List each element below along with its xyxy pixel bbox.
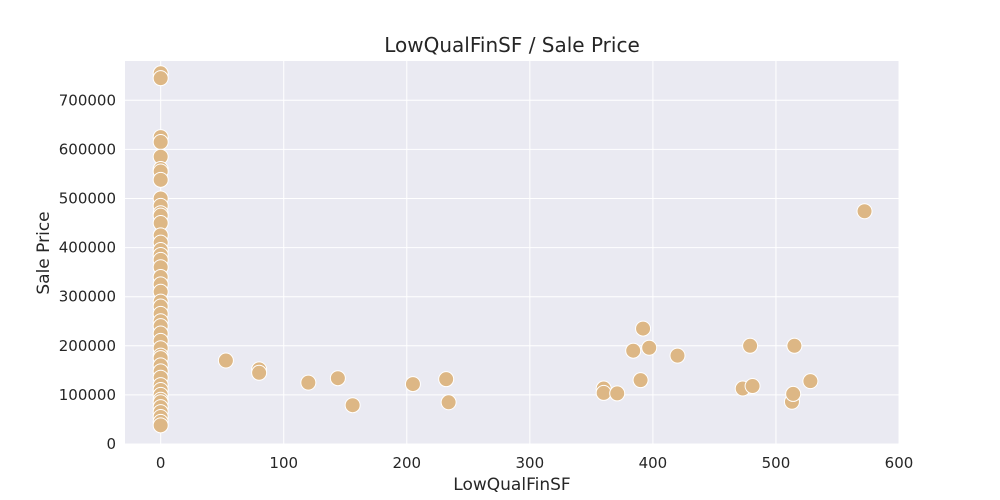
data-point (609, 385, 626, 402)
data-point (217, 352, 234, 369)
data-point (438, 371, 455, 388)
x-tick-label: 500 (762, 454, 791, 472)
data-point (344, 397, 361, 414)
data-point (641, 339, 658, 356)
y-tick-label: 600000 (59, 140, 116, 158)
x-tick-label: 200 (392, 454, 421, 472)
y-axis-label: Sale Price (34, 211, 54, 294)
y-tick-label: 200000 (59, 337, 116, 355)
data-point (152, 171, 169, 188)
plot-area (125, 61, 899, 444)
data-point (300, 374, 317, 391)
y-tick-label: 400000 (59, 239, 116, 257)
data-points (152, 65, 873, 434)
data-point (856, 203, 873, 220)
data-point (440, 394, 457, 411)
y-tick-label: 700000 (59, 91, 116, 109)
x-tick-label: 100 (269, 454, 298, 472)
y-tick-label: 0 (106, 435, 116, 453)
x-axis-label: LowQualFinSF (453, 475, 570, 495)
data-point (742, 337, 759, 354)
y-tick-labels: 0 100000 200000 300000 400000 500000 600000 700… (59, 91, 116, 453)
data-point (595, 384, 612, 401)
x-tick-label: 400 (639, 454, 668, 472)
data-point (786, 337, 803, 354)
data-point (744, 378, 761, 395)
data-point (404, 376, 421, 393)
y-tick-label: 500000 (59, 189, 116, 207)
y-tick-label: 300000 (59, 288, 116, 306)
x-tick-label: 300 (516, 454, 545, 472)
data-point (251, 364, 268, 381)
x-tick-labels: 0 100 200 300 400 500 600 (156, 454, 913, 472)
x-tick-label: 600 (885, 454, 914, 472)
grid-lines (125, 61, 900, 445)
data-point (625, 342, 642, 359)
data-point (802, 373, 819, 390)
y-tick-label: 100000 (59, 386, 116, 404)
data-point (669, 347, 686, 364)
x-tick-label: 0 (156, 454, 166, 472)
data-point (632, 372, 649, 389)
data-point (329, 370, 346, 387)
data-point (152, 417, 169, 434)
chart-title: LowQualFinSF / Sale Price (384, 33, 640, 57)
data-point (152, 70, 169, 87)
data-point (635, 320, 652, 337)
data-point (152, 134, 169, 151)
data-point (785, 385, 802, 402)
